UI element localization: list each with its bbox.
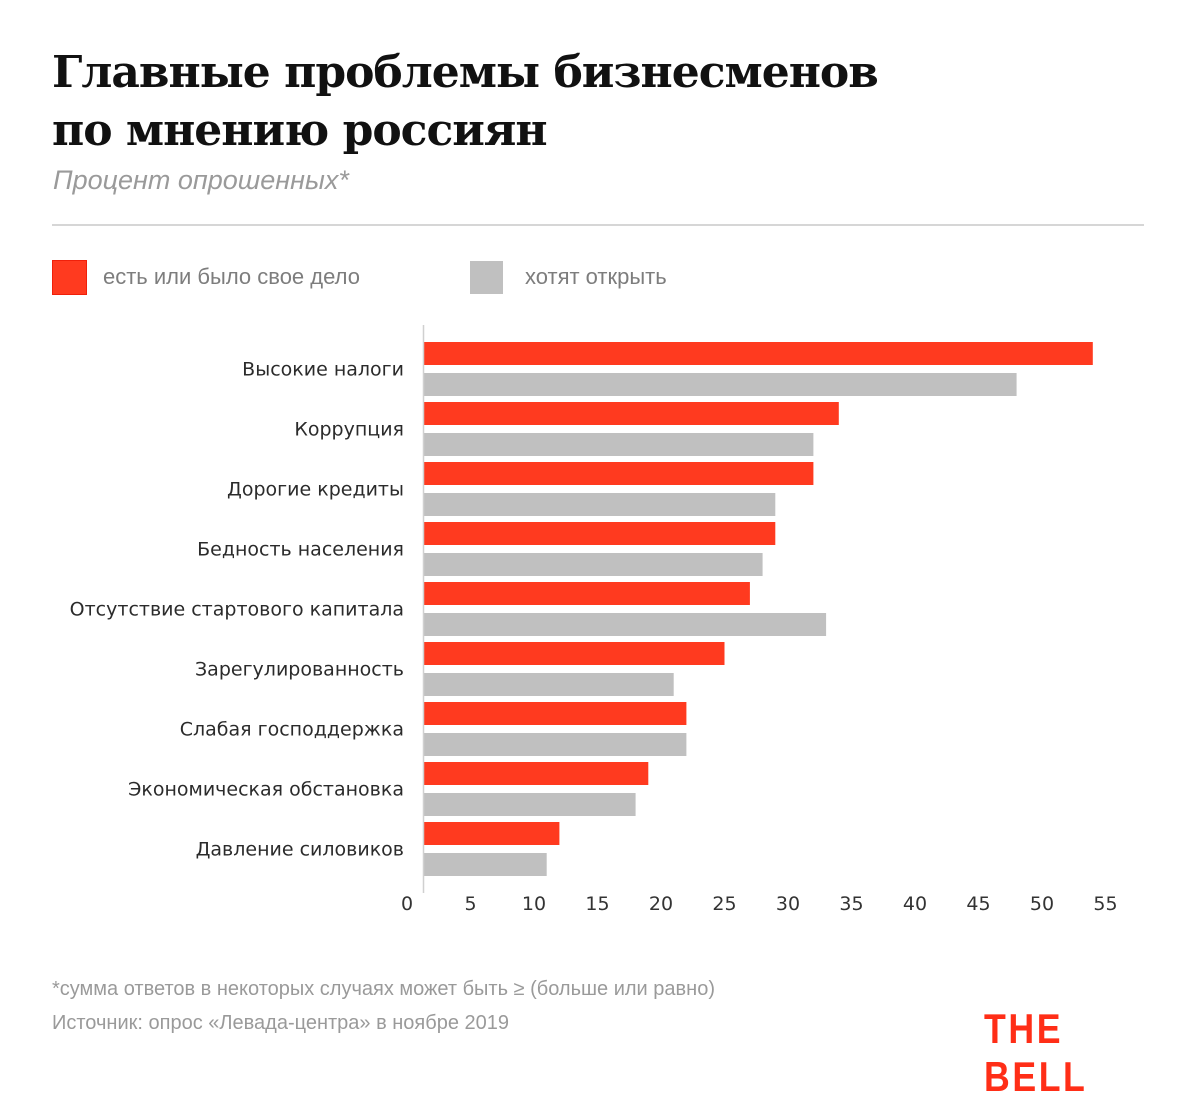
x-tick-label: 20 <box>649 893 673 915</box>
bar-own-business <box>424 522 776 545</box>
bar-own-business <box>424 582 750 605</box>
x-tick-label: 15 <box>585 893 609 915</box>
source-note: Источник: опрос «Левада-центра» в ноябре… <box>52 1012 510 1034</box>
x-tick-label: 5 <box>464 893 476 915</box>
bar-own-business <box>424 402 839 425</box>
category-label: Дорогие кредиты <box>227 479 404 501</box>
bar-want-to-open <box>424 373 1017 396</box>
x-tick-label: 55 <box>1093 893 1117 915</box>
legend-label-want-to-open: хотят открыть <box>525 264 667 289</box>
bar-own-business <box>424 342 1093 365</box>
category-label: Коррупция <box>294 419 404 441</box>
bar-own-business <box>424 462 814 485</box>
bar-own-business <box>424 762 649 785</box>
chart-title-line-2: по мнению россиян <box>52 105 548 156</box>
header-divider <box>52 224 1144 226</box>
bar-want-to-open <box>424 733 687 756</box>
category-label: Бедность населения <box>197 539 404 561</box>
x-axis-ticks: 0 5 10 15 20 25 30 35 40 45 50 55 <box>401 893 1118 915</box>
chart-subtitle: Процент опрошенных* <box>53 165 349 195</box>
bar-want-to-open <box>424 613 827 636</box>
x-tick-label: 0 <box>401 893 413 915</box>
category-label: Экономическая обстановка <box>128 779 404 801</box>
bar-own-business <box>424 702 687 725</box>
legend-swatch-red <box>52 259 87 295</box>
category-label: Отсутствие стартового капитала <box>70 599 404 621</box>
bar-want-to-open <box>424 493 776 516</box>
bar-want-to-open <box>424 433 814 456</box>
x-tick-label: 10 <box>522 893 546 915</box>
category-label: Высокие налоги <box>242 359 404 381</box>
x-tick-label: 40 <box>903 893 927 915</box>
bar-own-business <box>424 822 560 845</box>
x-tick-label: 50 <box>1030 893 1054 915</box>
legend-item-own-business: есть или было свое дело <box>52 259 360 295</box>
bar-want-to-open <box>424 853 547 876</box>
x-tick-label: 45 <box>966 893 990 915</box>
legend-item-want-to-open: хотят открыть <box>470 260 667 294</box>
legend-swatch-gray <box>470 260 503 294</box>
footnote: *сумма ответов в некоторых случаях может… <box>52 978 715 1000</box>
x-tick-label: 30 <box>776 893 800 915</box>
x-tick-label: 25 <box>712 893 736 915</box>
category-label: Слабая господдержка <box>180 719 404 741</box>
the-bell-logo: THE BELL <box>984 1005 1088 1100</box>
legend-label-own-business: есть или было свое дело <box>103 264 360 289</box>
chart-title: Главные проблемы бизнесменов по мнению р… <box>52 44 1052 160</box>
chart-title-line-1: Главные проблемы бизнесменов <box>52 47 879 98</box>
bar-want-to-open <box>424 673 674 696</box>
bars <box>424 342 1093 876</box>
bar-own-business <box>424 642 725 665</box>
category-labels: Высокие налоги Коррупция Дорогие кредиты Бе… <box>70 359 404 861</box>
category-label: Зарегулированность <box>195 659 404 681</box>
bar-want-to-open <box>424 553 763 576</box>
category-label: Давление силовиков <box>196 839 404 861</box>
bar-want-to-open <box>424 793 636 816</box>
x-tick-label: 35 <box>839 893 863 915</box>
